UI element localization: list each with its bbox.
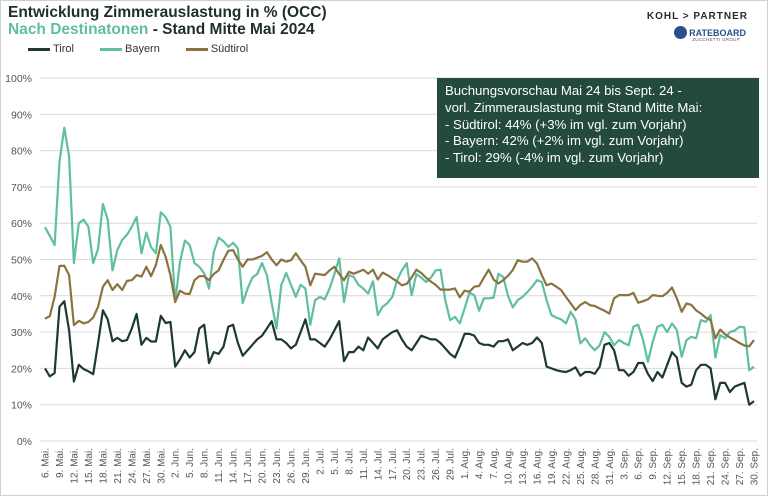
x-tick-label: 16. Aug. [532,448,543,485]
x-tick-label: 6. Sep. [634,448,645,480]
x-tick-label: 18. Mai. [98,448,109,484]
x-tick-label: 2. Jun. [171,448,182,478]
y-tick-label: 60% [11,218,32,230]
x-tick-label: 23. Jun. [272,448,283,484]
x-tick-label: 26. Jul. [431,448,442,480]
x-tick-label: 29. Jun. [301,448,312,484]
x-tick-label: 11. Jul. [359,448,370,480]
legend-swatch [28,47,50,51]
x-tick-label: 2. Jul. [315,448,326,475]
legend-item-tirol: Tirol [28,43,74,55]
x-tick-label: 24. Sep. [721,448,732,485]
x-tick-label: 3. Sep. [619,448,630,480]
x-tick-label: 13. Aug. [518,448,529,485]
x-tick-label: 17. Jun. [243,448,254,484]
x-tick-label: 8. Jun. [200,448,211,478]
x-tick-label: 27. Sep. [735,448,746,485]
annotation-line: - Bayern: 42% (+2% im vgl. zum Vorjahr) [445,133,684,149]
x-tick-label: 22. Aug. [561,448,572,485]
x-tick-label: 17. Jul. [388,448,399,480]
annotation-line: - Südtirol: 44% (+3% im vgl. zum Vorjahr… [445,116,687,132]
chart-subtitle: Nach Destinatonen - Stand Mitte Mai 2024 [8,21,315,39]
x-tick-label: 15. Sep. [677,448,688,485]
x-tick-label: 29. Jul. [446,448,457,480]
x-tick-label: 4. Aug. [475,448,486,479]
subtitle-highlight: Nach Destinatonen [8,21,149,38]
y-tick-label: 10% [11,400,32,412]
y-tick-label: 30% [11,327,32,339]
legend-swatch [99,47,122,51]
legend-item-suedtirol: Südtirol [185,43,248,55]
annotation-line: Buchungsvorschau Mai 24 bis Sept. 24 - [445,83,682,98]
x-tick-label: 24. Mai. [127,448,138,484]
y-tick-label: 20% [11,363,32,375]
legend-item-bayern: Bayern [99,43,160,55]
x-tick-label: 12. Mai. [69,448,80,484]
kohl-partner-logo: KOHL > PARTNER [646,11,748,22]
x-tick-label: 27. Mai. [142,448,153,484]
y-tick-label: 100% [5,73,32,85]
y-tick-label: 40% [11,291,32,303]
x-tick-label: 21. Mai. [113,448,124,484]
series-line-tirol [44,300,755,406]
rateboard-logo: RATEBOARD [674,26,746,39]
x-tick-label: 28. Aug. [590,448,601,485]
y-tick-label: 80% [11,146,32,158]
x-tick-label: 6. Mai. [41,448,52,478]
x-tick-label: 1. Aug. [460,448,471,479]
series-line-bayern [44,126,755,372]
legend-swatch [185,47,208,51]
annotation-box: Buchungsvorschau Mai 24 bis Sept. 24 - v… [437,78,759,178]
x-tick-label: 31. Aug. [605,448,616,485]
y-tick-label: 70% [11,182,32,194]
rateboard-globe-icon [674,26,688,39]
x-tick-label: 25. Aug. [576,448,587,485]
annotation-line: vorl. Zimmerauslastung mit Stand Mitte M… [445,99,703,115]
x-tick-label: 10. Aug. [504,448,515,485]
x-tick-label: 12. Sep. [663,448,674,485]
chart-title: Entwicklung Zimmerauslastung in % (OCC) [8,4,327,21]
x-tick-label: 30. Mai. [156,448,167,484]
zucchetti-logo-text: ZUCCHETTI GROUP [692,37,740,42]
x-tick-label: 18. Sep. [692,448,703,485]
subtitle-rest: - Stand Mitte Mai 2024 [148,21,315,38]
x-tick-label: 26. Jun. [286,448,297,484]
x-tick-label: 11. Jun. [214,448,225,483]
x-tick-label: 9. Mai. [55,448,66,478]
y-tick-label: 50% [11,255,32,267]
y-tick-label: 90% [11,109,32,121]
x-tick-label: 14. Jun. [229,448,240,484]
legend: Tirol Bayern Südtirol [28,43,248,55]
x-tick-label: 15. Mai. [84,448,95,484]
x-tick-label: 30. Sep. [750,448,761,485]
x-tick-label: 7. Aug. [489,448,500,479]
x-tick-label: 9. Sep. [648,448,659,480]
x-tick-label: 14. Jul. [373,448,384,480]
x-tick-label: 5. Jul. [330,448,341,475]
y-tick-label: 0% [17,436,32,448]
x-tick-label: 21. Sep. [706,448,717,485]
x-tick-label: 5. Jun. [185,448,196,478]
x-tick-label: 19. Aug. [547,448,558,485]
x-tick-label: 23. Jul. [417,448,428,480]
series-line-suedtirol [44,243,755,348]
x-tick-label: 20. Jun. [258,448,269,484]
x-tick-label: 8. Jul. [344,448,355,475]
x-tick-label: 20. Jul. [402,448,413,480]
annotation-line: - Tirol: 29% (-4% im vgl. zum Vorjahr) [445,150,664,166]
